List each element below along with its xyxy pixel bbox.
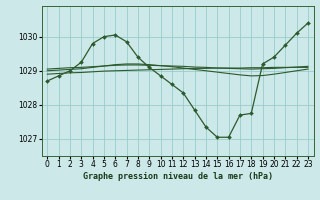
X-axis label: Graphe pression niveau de la mer (hPa): Graphe pression niveau de la mer (hPa) bbox=[83, 172, 273, 181]
